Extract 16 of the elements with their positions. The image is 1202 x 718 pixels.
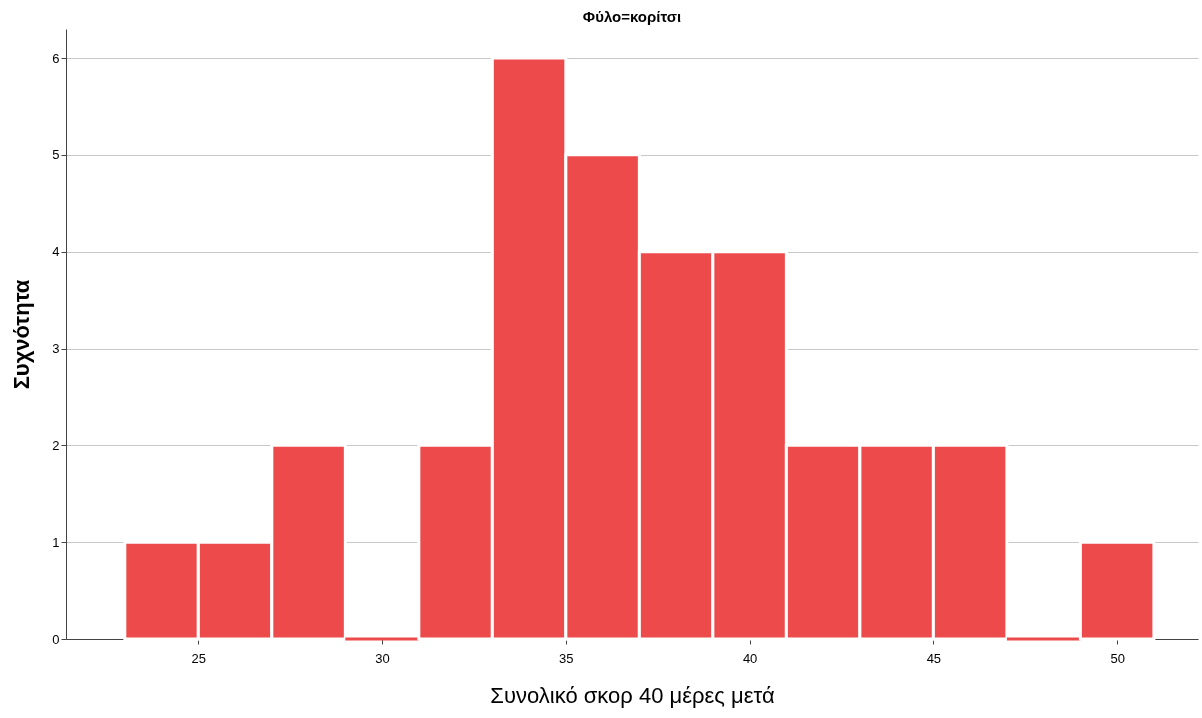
y-tick-label: 2	[52, 437, 60, 453]
y-tick-label: 6	[52, 50, 60, 66]
y-tick-label: 0	[52, 631, 60, 647]
y-tick-label: 5	[52, 147, 60, 163]
x-tick-label: 40	[742, 650, 758, 666]
x-tick-label: 30	[375, 650, 390, 666]
y-tick-label: 3	[52, 341, 60, 357]
chart-title: Φύλο=κορίτσι	[582, 8, 682, 25]
x-tick-label: 45	[926, 650, 942, 666]
x-axis-title: Συνολικό σκορ 40 μέρες μετά	[490, 682, 775, 708]
y-tick-label: 1	[52, 534, 60, 550]
y-tick-label: 4	[52, 244, 60, 260]
x-tick-label: 25	[191, 650, 207, 666]
y-axis-title: Συχνότητα	[9, 279, 35, 390]
x-tick-label: 35	[559, 650, 574, 666]
x-tick-label: 50	[1110, 650, 1125, 666]
